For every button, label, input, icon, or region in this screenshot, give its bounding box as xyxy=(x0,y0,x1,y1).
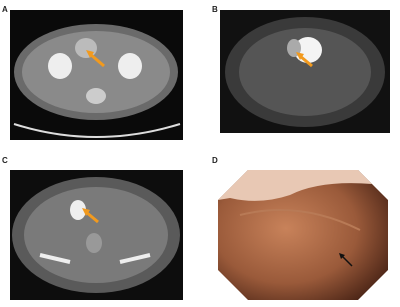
lesion xyxy=(70,200,86,220)
arrow-head xyxy=(82,208,90,216)
arrow-head xyxy=(86,50,94,58)
arrow-head xyxy=(296,52,304,60)
soft-tissue xyxy=(239,28,371,116)
fold xyxy=(239,209,361,231)
bone xyxy=(118,53,142,79)
bone xyxy=(119,253,151,264)
arrow xyxy=(299,54,313,68)
panel-d: D xyxy=(212,156,388,300)
organ xyxy=(86,233,102,253)
bone xyxy=(48,53,72,79)
bone xyxy=(39,253,71,264)
panel-label: D xyxy=(212,156,218,165)
panel-label: C xyxy=(2,156,8,165)
lesion xyxy=(75,38,97,58)
arrow xyxy=(89,52,105,68)
endoscopy-image xyxy=(218,170,388,300)
soft-tissue xyxy=(22,31,170,113)
arrow xyxy=(85,210,99,224)
panel-label: A xyxy=(2,5,8,14)
panel-a: A xyxy=(2,5,183,140)
bone xyxy=(86,88,106,104)
arrow xyxy=(341,255,353,267)
highlight xyxy=(218,170,372,201)
panel-b: B xyxy=(212,5,390,133)
table-line xyxy=(13,123,181,138)
panel-label: B xyxy=(212,5,218,14)
panel-c: C xyxy=(2,156,183,300)
arrow-head xyxy=(339,253,345,259)
